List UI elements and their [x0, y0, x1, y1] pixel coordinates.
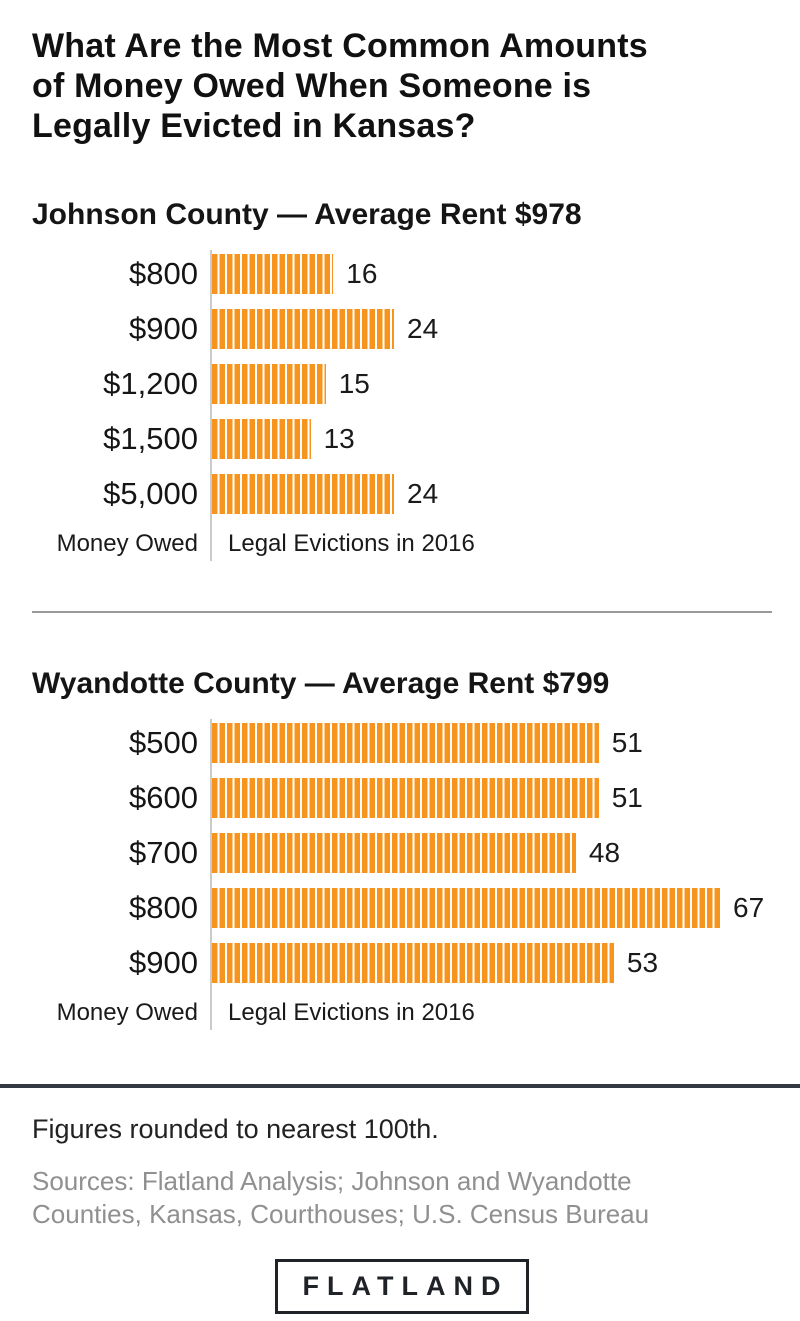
- page-title: What Are the Most Common Amounts of Mone…: [32, 0, 772, 146]
- bar: [212, 253, 334, 294]
- flatland-logo: FLATLAND: [274, 1259, 530, 1314]
- bar-row: $900 53: [32, 935, 772, 990]
- bar: [212, 473, 394, 514]
- page-title-line: Legally Evicted in Kansas?: [32, 107, 476, 145]
- bar: [212, 887, 720, 928]
- value-label: 51: [611, 726, 643, 758]
- sources-line: Counties, Kansas, Courthouses; U.S. Cens…: [32, 1199, 650, 1229]
- rounding-note: Figures rounded to nearest 100th.: [32, 1114, 439, 1144]
- category-label: $700: [129, 834, 198, 870]
- category-label: $900: [129, 310, 198, 346]
- bar-row: $1,500 13: [32, 411, 772, 466]
- value-axis-line: [210, 250, 212, 561]
- page-title-line: What Are the Most Common Amounts: [32, 27, 648, 65]
- bar: [212, 418, 311, 459]
- wyandotte-bar-chart: $500 51 $600 51 $700 48 $800 67 $900 53 Money Owed…: [32, 715, 772, 1036]
- value-label: 13: [323, 422, 355, 454]
- category-label: $600: [129, 779, 198, 815]
- bar-row: $500 51: [32, 715, 772, 770]
- category-label: $1,500: [103, 420, 198, 456]
- value-label: 48: [588, 836, 621, 868]
- category-label: $5,000: [103, 475, 198, 511]
- bar-row: $900 24: [32, 301, 772, 356]
- johnson-chart-heading: Johnson County — Average Rent $978: [32, 198, 582, 231]
- sources-text: Sources: Flatland Analysis; Johnson and …: [32, 1145, 742, 1231]
- bar-row: $1,200 15: [32, 356, 772, 411]
- bar-row: $800 67: [32, 880, 772, 935]
- value-label: 24: [407, 477, 439, 509]
- value-label: 51: [611, 781, 643, 813]
- value-label: 24: [407, 312, 439, 344]
- value-axis-label: Legal Evictions in 2016: [228, 530, 475, 557]
- category-axis-label: Money Owed: [56, 999, 198, 1026]
- category-label: $1,200: [103, 365, 198, 401]
- bar: [212, 777, 599, 818]
- bar: [212, 942, 614, 983]
- value-label: 53: [626, 946, 659, 978]
- value-axis-line: [210, 719, 212, 1030]
- bar: [212, 832, 576, 873]
- category-label: $500: [129, 724, 198, 760]
- axis-labels-row: Money Owed Legal Evictions in 2016: [32, 990, 772, 1036]
- value-label: 16: [346, 257, 378, 289]
- bar-row: $600 51: [32, 770, 772, 825]
- category-label: $800: [129, 255, 198, 291]
- section-divider: [32, 611, 772, 613]
- category-label: $900: [129, 944, 198, 980]
- bar-row: $5,000 24: [32, 466, 772, 521]
- value-axis-label: Legal Evictions in 2016: [228, 999, 475, 1026]
- page-title-line: of Money Owed When Someone is: [32, 67, 592, 105]
- bar-row: $800 16: [32, 246, 772, 301]
- value-label: 67: [733, 891, 765, 923]
- bar: [212, 308, 394, 349]
- johnson-bar-chart: $800 16 $900 24 $1,200 15 $1,500 13 $5,000 24 Mone…: [32, 246, 772, 567]
- sources-line: Sources: Flatland Analysis; Johnson and …: [32, 1166, 632, 1196]
- category-label: $800: [129, 889, 198, 925]
- bar-row: $700 48: [32, 825, 772, 880]
- category-axis-label: Money Owed: [56, 530, 198, 557]
- bar: [212, 363, 326, 404]
- axis-labels-row: Money Owed Legal Evictions in 2016: [32, 521, 772, 567]
- wyandotte-chart-heading: Wyandotte County — Average Rent $799: [32, 667, 610, 700]
- footer-divider: [0, 1084, 800, 1088]
- value-label: 15: [338, 367, 370, 399]
- bar: [212, 722, 599, 763]
